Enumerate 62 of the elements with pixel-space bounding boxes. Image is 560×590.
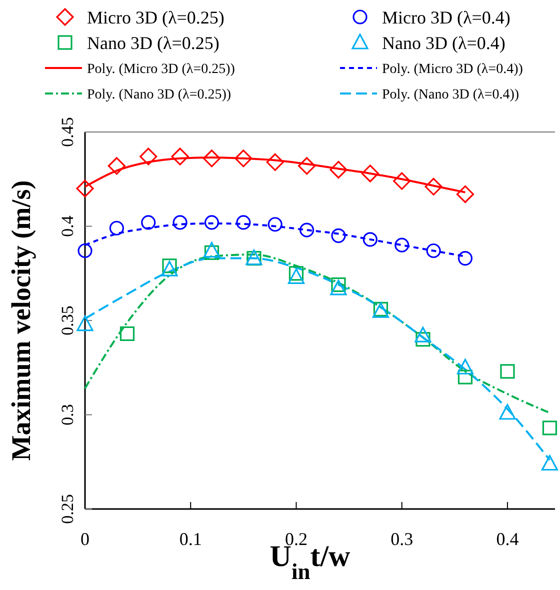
point bbox=[331, 277, 346, 292]
x-tick-label: 0.4 bbox=[496, 529, 519, 549]
point bbox=[458, 250, 473, 266]
point bbox=[141, 215, 156, 230]
y-tick-label: 0.35 bbox=[58, 306, 77, 336]
y-tick-label: 0.3 bbox=[58, 404, 77, 426]
legend-label: Poly. (Micro 3D (λ=0.4)) bbox=[382, 62, 524, 77]
legend-label: Nano 3D (λ=0.4) bbox=[382, 32, 506, 53]
x-tick-label: 0.1 bbox=[179, 529, 202, 549]
point bbox=[298, 157, 316, 175]
y-tick-label: 0.25 bbox=[58, 494, 77, 524]
point bbox=[268, 217, 282, 232]
point bbox=[300, 222, 314, 238]
point bbox=[499, 404, 516, 420]
point bbox=[234, 150, 252, 168]
point bbox=[108, 157, 126, 175]
point bbox=[109, 220, 124, 236]
point bbox=[458, 370, 473, 384]
point bbox=[330, 160, 348, 178]
point bbox=[426, 243, 441, 258]
legend-label: Poly. (Nano 3D (λ=0.25)) bbox=[87, 87, 232, 102]
point bbox=[331, 228, 346, 243]
point bbox=[236, 215, 251, 230]
point bbox=[541, 454, 558, 471]
legend-label: Poly. (Nano 3D (λ=0.4)) bbox=[382, 87, 520, 102]
point bbox=[330, 280, 347, 296]
point bbox=[393, 172, 411, 190]
point bbox=[172, 215, 188, 230]
y-axis-title: Maximum velocity (m/s) bbox=[6, 180, 36, 461]
point bbox=[542, 420, 558, 436]
point bbox=[414, 326, 432, 342]
legend-label: Micro 3D (λ=0.25) bbox=[87, 7, 224, 28]
point bbox=[120, 326, 135, 341]
legend-label: Nano 3D (λ=0.25) bbox=[87, 32, 220, 53]
y-tick-label: 0.4 bbox=[58, 215, 77, 237]
point bbox=[162, 258, 177, 274]
point bbox=[202, 150, 221, 168]
y-tick-label: 0.45 bbox=[58, 117, 77, 147]
point bbox=[288, 268, 305, 284]
point bbox=[424, 178, 442, 196]
x-tick-label: 0.3 bbox=[390, 529, 414, 549]
point bbox=[76, 180, 94, 198]
point bbox=[362, 232, 378, 247]
legend-label: Micro 3D (λ=0.4) bbox=[382, 7, 510, 28]
point bbox=[171, 148, 189, 166]
point bbox=[361, 164, 379, 182]
x-tick-label: 0 bbox=[80, 529, 90, 549]
point bbox=[78, 243, 92, 258]
point bbox=[288, 266, 304, 281]
point bbox=[500, 364, 515, 379]
point bbox=[204, 215, 220, 230]
point bbox=[140, 148, 158, 166]
point bbox=[76, 315, 94, 332]
point bbox=[416, 332, 430, 347]
point bbox=[203, 242, 220, 258]
point bbox=[204, 245, 220, 260]
point bbox=[394, 238, 410, 252]
point bbox=[456, 358, 474, 374]
point bbox=[161, 260, 178, 276]
point bbox=[456, 185, 474, 204]
legend-label: Poly. (Micro 3D (λ=0.25)) bbox=[87, 62, 236, 77]
point bbox=[266, 153, 284, 171]
